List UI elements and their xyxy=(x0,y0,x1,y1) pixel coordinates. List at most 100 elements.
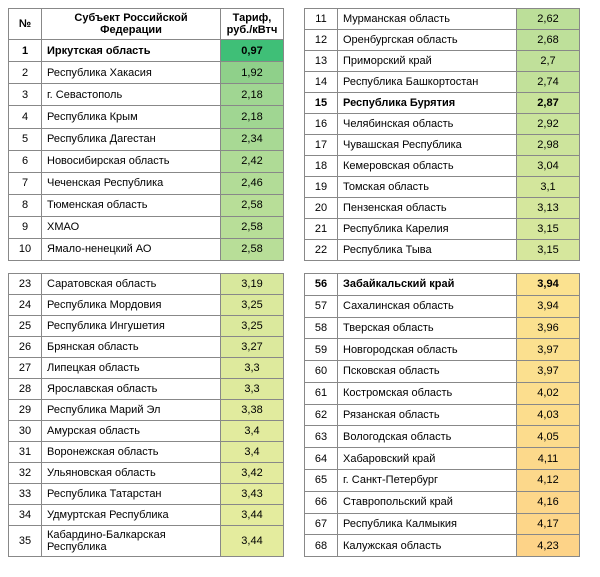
header-val: Тариф, руб./кВтч xyxy=(221,9,284,40)
cell-num: 31 xyxy=(9,442,42,463)
table-row: 64Хабаровский край4,11 xyxy=(305,448,580,470)
table-row: 10Ямало-ненецкий АО2,58 xyxy=(9,238,284,260)
cell-num: 22 xyxy=(305,240,338,261)
cell-num: 20 xyxy=(305,198,338,219)
table-row: 24Республика Мордовия3,25 xyxy=(9,295,284,316)
table-row: 28Ярославская область3,3 xyxy=(9,379,284,400)
table-row: 23Саратовская область3,19 xyxy=(9,274,284,295)
cell-value: 2,7 xyxy=(517,51,580,72)
table-row: 59Новгородская область3,97 xyxy=(305,339,580,361)
table-row: 61Костромская область4,02 xyxy=(305,382,580,404)
cell-name: Иркутская область xyxy=(42,40,221,62)
cell-name: Тверская область xyxy=(338,317,517,339)
cell-value: 3,38 xyxy=(221,400,284,421)
cell-value: 3,94 xyxy=(517,295,580,317)
cell-value: 4,23 xyxy=(517,535,580,557)
cell-name: Чеченская Республика xyxy=(42,172,221,194)
cell-num: 57 xyxy=(305,295,338,317)
cell-num: 27 xyxy=(9,358,42,379)
table-row: 60Псковская область3,97 xyxy=(305,361,580,383)
cell-num: 7 xyxy=(9,172,42,194)
cell-name: Челябинская область xyxy=(338,114,517,135)
cell-value: 2,34 xyxy=(221,128,284,150)
table-row: 19Томская область3,1 xyxy=(305,177,580,198)
table-row: 33Республика Татарстан3,43 xyxy=(9,484,284,505)
cell-value: 3,15 xyxy=(517,219,580,240)
cell-name: ХМАО xyxy=(42,216,221,238)
cell-name: Рязанская область xyxy=(338,404,517,426)
cell-name: Сахалинская область xyxy=(338,295,517,317)
cell-value: 4,05 xyxy=(517,426,580,448)
table-row: 7Чеченская Республика2,46 xyxy=(9,172,284,194)
cell-value: 3,4 xyxy=(221,442,284,463)
cell-value: 2,58 xyxy=(221,216,284,238)
table-row: 67Республика Калмыкия4,17 xyxy=(305,513,580,535)
cell-num: 16 xyxy=(305,114,338,135)
cell-value: 3,44 xyxy=(221,526,284,557)
cell-value: 3,25 xyxy=(221,316,284,337)
cell-name: Республика Татарстан xyxy=(42,484,221,505)
cell-value: 3,3 xyxy=(221,379,284,400)
top-row: № Субъект Российской Федерации Тариф, ру… xyxy=(8,8,592,261)
cell-name: Удмуртская Республика xyxy=(42,505,221,526)
cell-name: Амурская область xyxy=(42,421,221,442)
cell-name: Республика Калмыкия xyxy=(338,513,517,535)
table-row: 58Тверская область3,96 xyxy=(305,317,580,339)
cell-name: Оренбургская область xyxy=(338,30,517,51)
cell-name: Республика Дагестан xyxy=(42,128,221,150)
cell-name: Костромская область xyxy=(338,382,517,404)
table-row: 2Республика Хакасия1,92 xyxy=(9,62,284,84)
table-row: 34Удмуртская Республика3,44 xyxy=(9,505,284,526)
cell-num: 35 xyxy=(9,526,42,557)
table-row: 8Тюменская область2,58 xyxy=(9,194,284,216)
cell-num: 62 xyxy=(305,404,338,426)
cell-value: 2,62 xyxy=(517,9,580,30)
table-row: 66Ставропольский край4,16 xyxy=(305,491,580,513)
cell-num: 24 xyxy=(9,295,42,316)
cell-name: Хабаровский край xyxy=(338,448,517,470)
table-row: 3г. Севастополь2,18 xyxy=(9,84,284,106)
cell-value: 4,17 xyxy=(517,513,580,535)
cell-name: Республика Тыва xyxy=(338,240,517,261)
cell-num: 13 xyxy=(305,51,338,72)
table-4: 56Забайкальский край3,9457Сахалинская об… xyxy=(304,273,580,557)
cell-value: 2,92 xyxy=(517,114,580,135)
table-row: 1Иркутская область0,97 xyxy=(9,40,284,62)
cell-name: Ямало-ненецкий АО xyxy=(42,238,221,260)
table-row: 56Забайкальский край3,94 xyxy=(305,274,580,296)
cell-num: 6 xyxy=(9,150,42,172)
table-1: № Субъект Российской Федерации Тариф, ру… xyxy=(8,8,284,261)
header-name: Субъект Российской Федерации xyxy=(42,9,221,40)
cell-value: 2,98 xyxy=(517,135,580,156)
cell-num: 5 xyxy=(9,128,42,150)
cell-name: Республика Ингушетия xyxy=(42,316,221,337)
cell-value: 2,74 xyxy=(517,72,580,93)
cell-name: Брянская область xyxy=(42,337,221,358)
cell-name: Тюменская область xyxy=(42,194,221,216)
table-row: 18Кемеровская область3,04 xyxy=(305,156,580,177)
cell-name: Республика Крым xyxy=(42,106,221,128)
cell-name: Псковская область xyxy=(338,361,517,383)
table-row: 35Кабардино-Балкарская Республика3,44 xyxy=(9,526,284,557)
cell-num: 32 xyxy=(9,463,42,484)
cell-name: Вологодская область xyxy=(338,426,517,448)
table-3: 23Саратовская область3,1924Республика Мо… xyxy=(8,273,284,557)
cell-value: 1,92 xyxy=(221,62,284,84)
cell-value: 2,58 xyxy=(221,238,284,260)
cell-value: 3,97 xyxy=(517,361,580,383)
cell-value: 3,13 xyxy=(517,198,580,219)
cell-name: Томская область xyxy=(338,177,517,198)
table-row: 12Оренбургская область2,68 xyxy=(305,30,580,51)
cell-num: 28 xyxy=(9,379,42,400)
cell-num: 14 xyxy=(305,72,338,93)
cell-num: 26 xyxy=(9,337,42,358)
table-2: 11Мурманская область2,6212Оренбургская о… xyxy=(304,8,580,261)
cell-name: Мурманская область xyxy=(338,9,517,30)
cell-value: 2,42 xyxy=(221,150,284,172)
cell-name: Кемеровская область xyxy=(338,156,517,177)
cell-name: Ставропольский край xyxy=(338,491,517,513)
cell-value: 2,68 xyxy=(517,30,580,51)
cell-value: 3,43 xyxy=(221,484,284,505)
cell-name: Ульяновская область xyxy=(42,463,221,484)
cell-name: Кабардино-Балкарская Республика xyxy=(42,526,221,557)
